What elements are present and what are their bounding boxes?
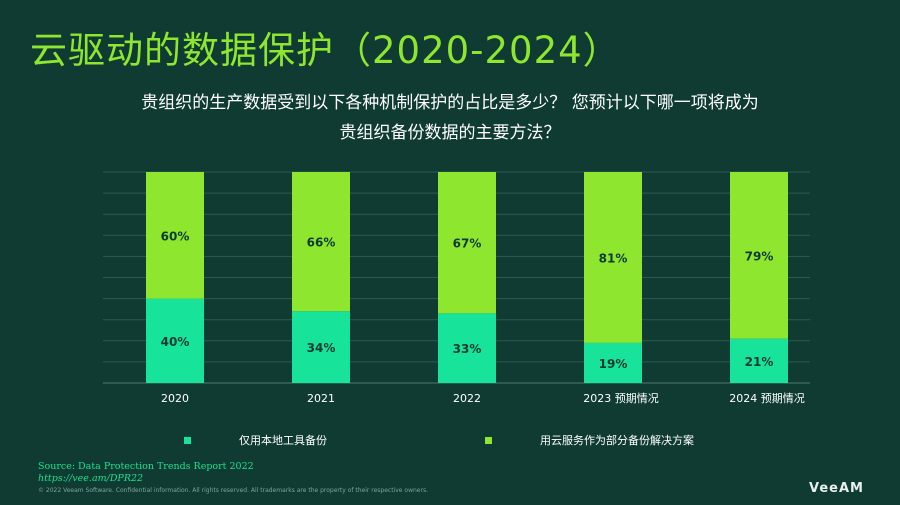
bar-local [584, 342, 642, 383]
data-label-cloud: 66% [307, 236, 336, 250]
legend-item-cloud: 用云服务作为部分备份解决方案 [485, 432, 694, 448]
chart-subtitle: 贵组织的生产数据受到以下各种机制保护的占比是多少？ 您预计以下哪一项将成为 贵组… [0, 88, 900, 148]
source-note: Source: Data Protection Trends Report 20… [38, 461, 254, 485]
data-label-cloud: 67% [453, 237, 482, 251]
legend-label-local: 仅用本地工具备份 [239, 434, 327, 447]
data-label-cloud: 79% [745, 249, 774, 263]
x-tick-label: 2024 预期情况 [729, 392, 805, 405]
data-label-local: 33% [453, 342, 482, 356]
legend-swatch-local [184, 436, 191, 444]
bar-cloud [146, 172, 204, 299]
bar-local [292, 311, 350, 383]
subtitle-line-2: 贵组织备份数据的主要方法？ [339, 123, 561, 143]
bar-local [146, 298, 204, 383]
veeam-logo: VeeAM [809, 481, 864, 496]
bar-cloud [730, 172, 788, 339]
data-label-local: 19% [599, 357, 628, 371]
data-label-local: 40% [161, 335, 190, 349]
source-text: Source: Data Protection Trends Report 20… [38, 461, 254, 472]
legend-label-cloud: 用云服务作为部分备份解决方案 [540, 434, 694, 447]
x-tick-label: 2023 预期情况 [583, 392, 659, 405]
x-tick-label: 2020 [161, 392, 189, 405]
bar-local [730, 338, 788, 383]
subtitle-line-1: 贵组织的生产数据受到以下各种机制保护的占比是多少？ 您预计以下哪一项将成为 [141, 93, 759, 113]
data-label-cloud: 60% [161, 229, 190, 243]
x-tick-label: 2022 [453, 392, 481, 405]
page-title: 云驱动的数据保护（2020-2024） [30, 29, 621, 72]
data-label-local: 34% [307, 341, 336, 355]
data-label-local: 21% [745, 355, 774, 369]
legend-item-local: 仅用本地工具备份 [184, 432, 327, 448]
legend-swatch-cloud [485, 436, 492, 444]
bar-cloud [292, 172, 350, 312]
x-tick-label: 2021 [307, 392, 335, 405]
source-link[interactable]: https://vee.am/DPR22 [38, 473, 144, 484]
bar-local [438, 313, 496, 383]
bar-cloud [584, 172, 642, 343]
data-label-cloud: 81% [599, 251, 628, 265]
bar-cloud [438, 172, 496, 314]
copyright-notice: © 2022 Veeam Software. Confidential info… [38, 487, 428, 494]
